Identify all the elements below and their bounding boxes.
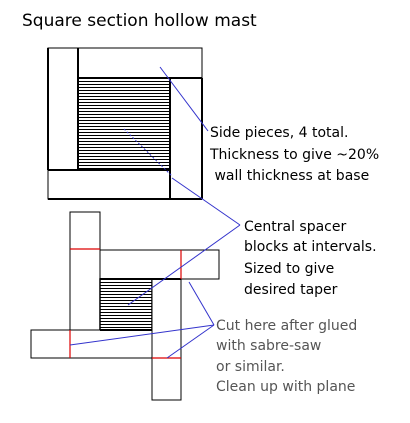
diagram-title: Square section hollow mast [22,11,257,31]
hollow-core [77,77,171,171]
piece-top [99,249,220,280]
label-side-pieces: Side pieces, 4 total. Thickness to give … [209,125,384,184]
piece-left [69,211,101,331]
leader-lines [69,66,241,359]
spacer-block [99,278,153,331]
exploded-cross-section [30,211,220,401]
piece-bottom [30,329,153,359]
label-clean-up: or similar. Clean up with plane [216,359,355,395]
piece-right [151,278,182,401]
label-cut-here: Cut here after glued with sabre-saw [216,318,362,354]
assembled-cross-section [47,47,203,200]
label-spacer-blocks: Central spacer blocks at intervals. Size… [244,219,381,298]
